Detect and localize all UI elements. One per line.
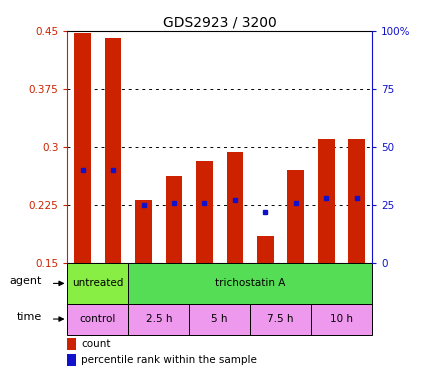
Bar — [226, 152, 243, 263]
Text: percentile rank within the sample: percentile rank within the sample — [81, 355, 256, 365]
Text: time: time — [16, 313, 42, 323]
Text: untreated: untreated — [72, 278, 123, 288]
Text: control: control — [79, 314, 116, 324]
Bar — [196, 161, 212, 263]
Text: 10 h: 10 h — [329, 314, 352, 324]
Text: count: count — [81, 339, 110, 349]
Bar — [67, 338, 76, 350]
Bar — [135, 200, 151, 263]
Bar — [189, 303, 250, 334]
Bar — [348, 139, 364, 263]
Bar — [165, 176, 182, 263]
Bar — [67, 354, 76, 366]
Bar — [105, 38, 121, 263]
Text: 2.5 h: 2.5 h — [145, 314, 171, 324]
Bar — [310, 303, 371, 334]
Text: 5 h: 5 h — [211, 314, 227, 324]
Bar — [287, 170, 303, 263]
Bar — [128, 303, 189, 334]
Text: agent: agent — [9, 276, 42, 286]
Bar — [67, 303, 128, 334]
Bar — [250, 303, 310, 334]
Text: trichostatin A: trichostatin A — [214, 278, 285, 288]
Text: 7.5 h: 7.5 h — [267, 314, 293, 324]
Title: GDS2923 / 3200: GDS2923 / 3200 — [162, 16, 276, 30]
Bar — [317, 139, 334, 263]
Bar — [128, 263, 371, 303]
Bar — [67, 263, 128, 303]
Bar — [74, 33, 91, 263]
Bar — [256, 236, 273, 263]
